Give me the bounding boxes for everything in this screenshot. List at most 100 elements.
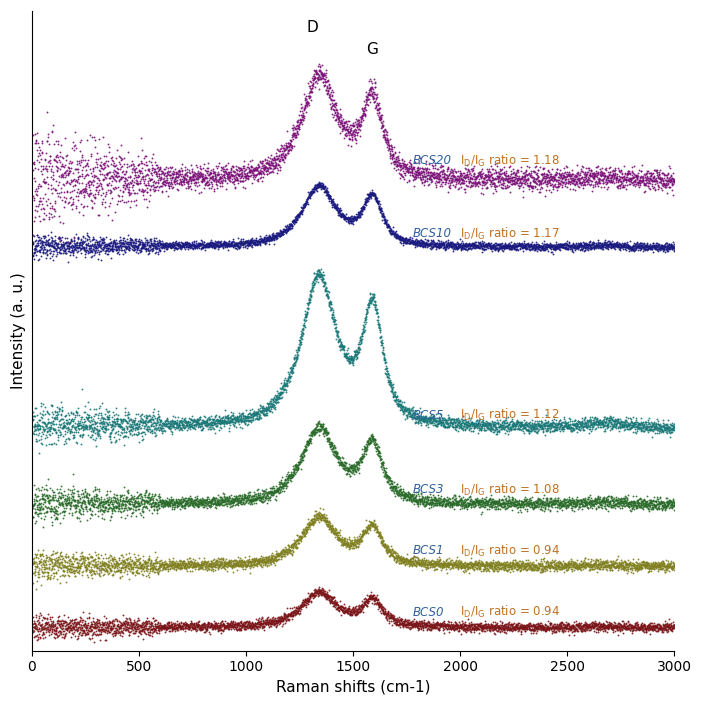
Point [79, 618, 91, 629]
Point [646, 623, 657, 634]
Point [552, 181, 563, 193]
Point [86, 508, 97, 520]
Point [434, 498, 445, 509]
Point [406, 409, 418, 420]
Point [595, 169, 607, 181]
Point [331, 200, 342, 211]
Point [595, 174, 607, 186]
Point [395, 234, 406, 246]
Point [600, 179, 612, 190]
Point [46, 417, 58, 429]
Point [515, 161, 527, 172]
Point [378, 347, 389, 359]
Point [413, 555, 424, 566]
Point [174, 622, 185, 633]
Point [642, 622, 653, 633]
Point [664, 621, 676, 633]
Point [575, 501, 586, 513]
Point [145, 185, 156, 196]
Point [396, 556, 408, 568]
Point [418, 415, 429, 426]
Point [464, 626, 475, 637]
Point [192, 417, 203, 428]
Point [31, 609, 42, 621]
Point [69, 411, 80, 422]
Point [49, 243, 60, 254]
Point [302, 99, 313, 110]
Point [385, 472, 396, 484]
Point [137, 241, 148, 253]
Point [75, 563, 86, 574]
Point [213, 236, 224, 247]
Point [105, 421, 116, 433]
Point [437, 237, 449, 249]
Point [86, 551, 97, 563]
Point [254, 618, 265, 629]
Point [192, 496, 203, 508]
Point [433, 623, 444, 635]
Point [181, 239, 192, 250]
Point [666, 184, 678, 196]
Point [546, 241, 557, 253]
Point [612, 620, 624, 631]
Point [619, 495, 630, 506]
Point [222, 497, 233, 508]
Point [607, 496, 618, 507]
Point [505, 172, 517, 183]
Point [58, 560, 70, 571]
Point [45, 239, 56, 250]
Point [442, 496, 453, 508]
Point [205, 418, 217, 429]
Point [247, 407, 258, 419]
Point [667, 420, 678, 431]
Point [389, 554, 400, 566]
Point [564, 419, 575, 431]
Point [552, 241, 563, 253]
Point [418, 496, 430, 508]
Point [221, 559, 233, 570]
Point [650, 420, 661, 431]
Point [501, 493, 512, 504]
Point [56, 160, 67, 172]
Point [181, 622, 192, 633]
Point [201, 557, 212, 568]
Point [449, 416, 460, 427]
Point [644, 183, 655, 194]
Point [70, 240, 81, 251]
Point [356, 530, 367, 542]
Point [264, 620, 276, 631]
Point [200, 495, 212, 506]
Point [65, 563, 77, 574]
Point [39, 241, 50, 253]
Point [70, 624, 81, 635]
Point [642, 563, 653, 574]
Point [457, 621, 468, 633]
Point [331, 198, 342, 210]
Point [68, 231, 79, 242]
Point [151, 417, 162, 429]
Point [659, 558, 670, 569]
Point [536, 169, 548, 180]
Point [285, 545, 296, 556]
Point [449, 498, 460, 510]
Point [210, 160, 221, 172]
Point [503, 419, 515, 430]
Point [474, 556, 485, 567]
Point [354, 538, 365, 549]
Point [659, 424, 670, 435]
Point [31, 229, 42, 241]
Point [546, 418, 557, 429]
Point [240, 172, 252, 184]
Point [548, 172, 560, 183]
Point [76, 489, 87, 500]
Point [105, 623, 116, 635]
Point [396, 554, 408, 565]
Point [563, 423, 574, 434]
Point [103, 431, 115, 442]
Point [356, 110, 368, 121]
Point [54, 508, 65, 519]
Point [80, 562, 91, 573]
Point [341, 213, 352, 224]
Point [489, 621, 500, 633]
Point [521, 623, 532, 634]
